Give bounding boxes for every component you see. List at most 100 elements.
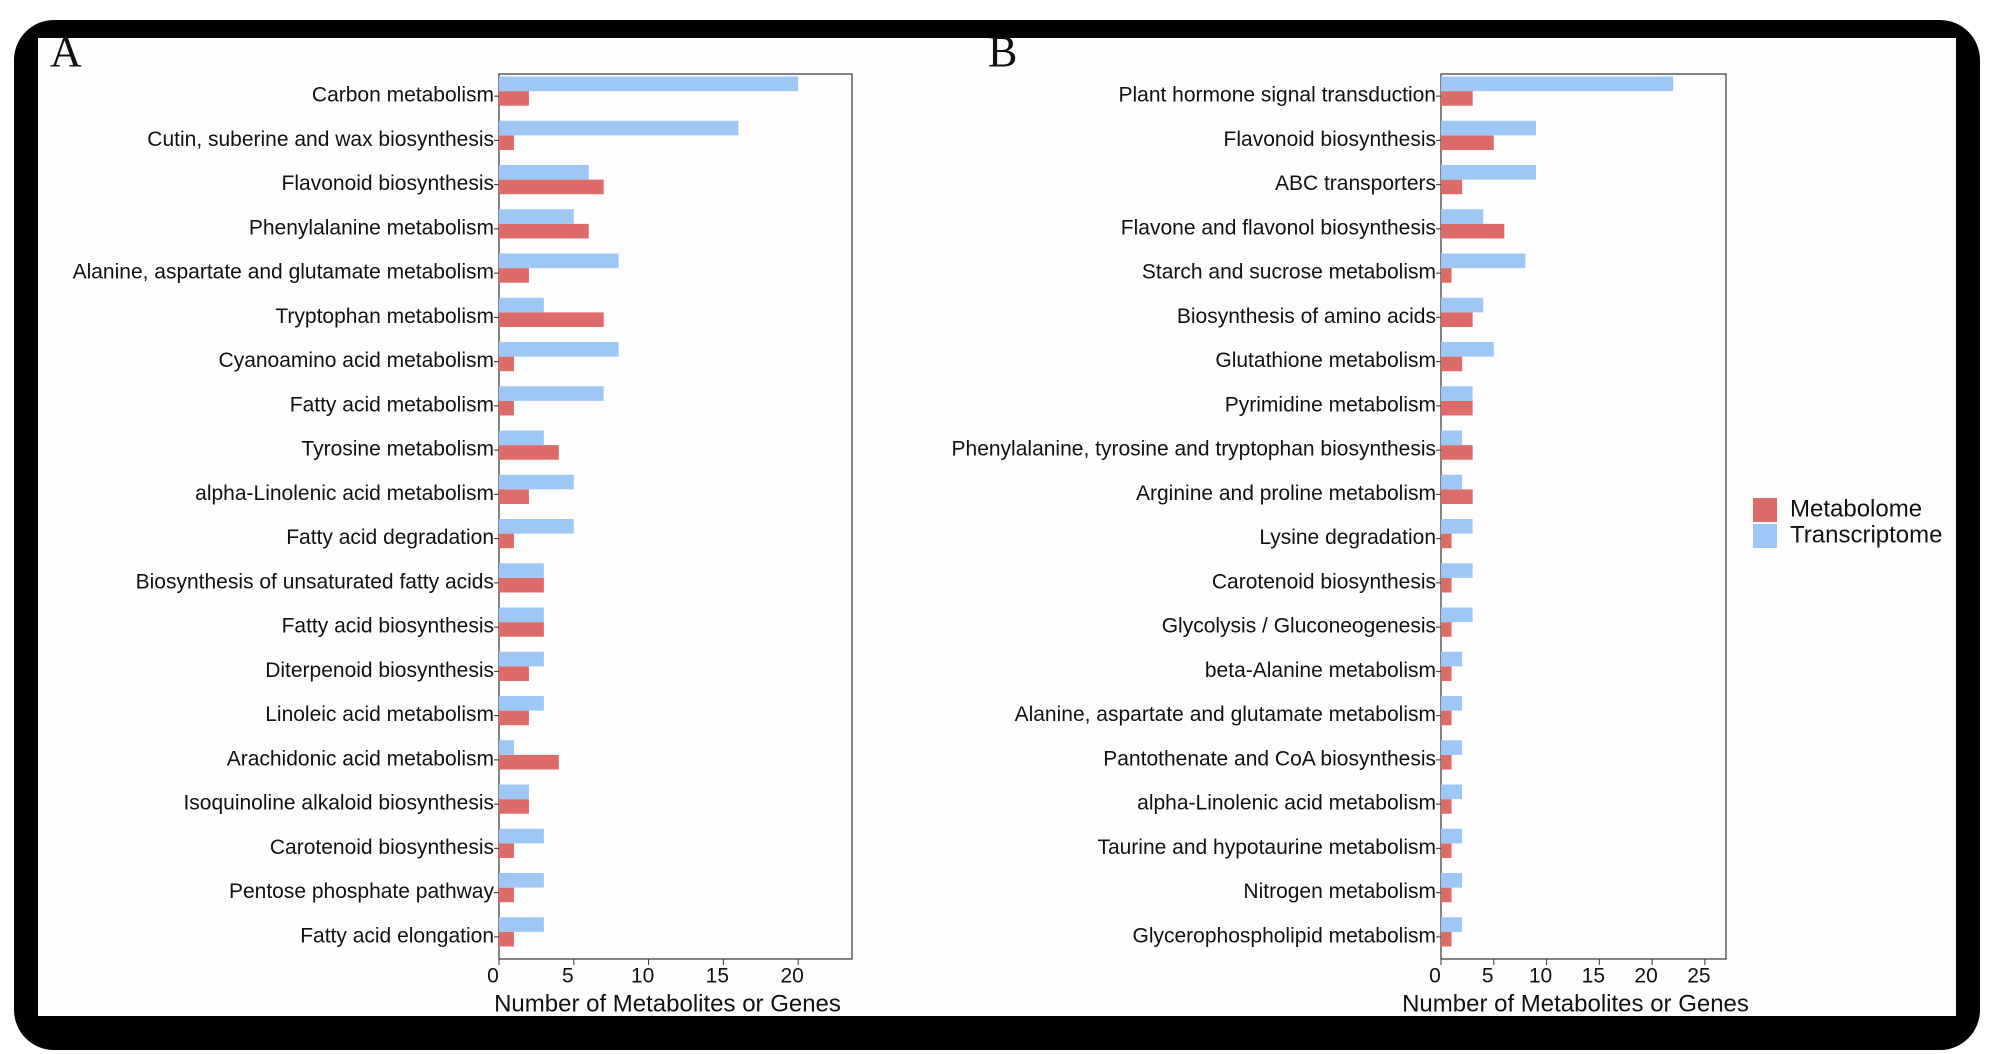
x-axis-title: Number of Metabolites or Genes	[494, 990, 841, 1017]
bar	[499, 931, 514, 947]
bar	[499, 799, 529, 814]
bar	[499, 430, 544, 446]
x-tick-label: 20	[780, 965, 803, 988]
bar	[1441, 209, 1484, 224]
y-tick-label: Fatty acid metabolism	[290, 393, 494, 416]
x-axis-title: Number of Metabolites or Genes	[1402, 990, 1749, 1017]
bar	[499, 519, 574, 534]
bar	[499, 887, 514, 903]
bar	[499, 754, 559, 770]
bar	[499, 873, 544, 888]
y-tick-label: Pentose phosphate pathway	[229, 880, 495, 903]
bar	[499, 165, 589, 180]
x-tick-label: 15	[1582, 965, 1605, 988]
bar	[1441, 312, 1473, 327]
bar	[1441, 91, 1473, 106]
bar	[1441, 784, 1463, 800]
bar	[499, 253, 619, 269]
y-tick-label: Phenylalanine metabolism	[249, 216, 494, 239]
y-tick-label: Flavonoid biosynthesis	[282, 172, 494, 195]
y-tick-label: Carotenoid biosynthesis	[270, 836, 494, 859]
y-tick-label: Alanine, aspartate and glutamate metabol…	[73, 261, 494, 284]
plot-border	[498, 73, 853, 960]
y-tick-label: Alanine, aspartate and glutamate metabol…	[1015, 703, 1436, 726]
x-tick-label: 5	[1482, 965, 1494, 988]
y-tick-label: Arachidonic acid metabolism	[227, 747, 494, 770]
x-tick-label: 20	[1634, 965, 1657, 988]
y-tick-label: Carotenoid biosynthesis	[1212, 570, 1436, 593]
bar	[499, 297, 544, 313]
y-tick-label: Flavonoid biosynthesis	[1224, 128, 1436, 151]
y-tick-label: Flavone and flavonol biosynthesis	[1121, 216, 1436, 239]
bar	[1441, 223, 1505, 239]
panel-label: A	[50, 27, 82, 76]
bar	[499, 474, 574, 490]
y-tick-label: Arginine and proline metabolism	[1136, 482, 1436, 505]
bar	[499, 91, 529, 106]
bar	[499, 179, 604, 195]
bar	[499, 784, 529, 800]
bar	[499, 209, 574, 224]
x-tick-label: 25	[1687, 965, 1710, 988]
y-tick-label: Diterpenoid biosynthesis	[265, 659, 494, 682]
bar	[499, 828, 544, 844]
x-tick-label: 0	[1429, 965, 1441, 988]
bar	[499, 917, 544, 932]
bar	[499, 563, 544, 578]
y-tick-label: alpha-Linolenic acid metabolism	[195, 482, 494, 505]
canvas	[38, 38, 1956, 1016]
bar	[1441, 931, 1452, 947]
bar	[1441, 622, 1452, 637]
y-tick-label: Glycolysis / Gluconeogenesis	[1162, 615, 1436, 638]
bar	[499, 223, 589, 239]
x-tick-label: 10	[631, 965, 654, 988]
bar	[1441, 917, 1463, 932]
bar	[499, 386, 604, 401]
bar	[1441, 165, 1536, 180]
bar	[499, 135, 514, 150]
legend-swatch	[1753, 524, 1777, 548]
bar	[1441, 135, 1494, 150]
bar	[1441, 356, 1463, 372]
bar	[499, 843, 514, 858]
bar	[499, 76, 799, 92]
y-tick-label: Isoquinoline alkaloid biosynthesis	[183, 792, 494, 815]
y-tick-label: Fatty acid biosynthesis	[282, 615, 494, 638]
y-tick-label: Lysine degradation	[1259, 526, 1436, 549]
bar	[1441, 400, 1473, 416]
y-tick-label: alpha-Linolenic acid metabolism	[1137, 792, 1436, 815]
bar	[499, 312, 604, 327]
legend-label: Transcriptome	[1790, 521, 1942, 548]
bar	[1441, 474, 1463, 490]
bar	[1441, 887, 1452, 903]
bar	[1441, 799, 1452, 814]
y-tick-label: Linoleic acid metabolism	[265, 703, 494, 726]
bar	[1441, 179, 1463, 195]
y-tick-label: Fatty acid elongation	[300, 924, 494, 947]
y-tick-label: Starch and sucrose metabolism	[1142, 261, 1436, 284]
bar	[499, 666, 529, 681]
y-tick-label: Glycerophospholipid metabolism	[1133, 924, 1437, 947]
bar	[1441, 386, 1473, 401]
bar	[499, 651, 544, 667]
bar	[1441, 268, 1452, 283]
x-tick-label: 15	[706, 965, 729, 988]
bar	[1441, 696, 1463, 711]
bar	[1441, 651, 1463, 667]
bar	[1441, 533, 1452, 549]
y-tick-label: Carbon metabolism	[312, 84, 494, 107]
y-tick-label: Pantothenate and CoA biosynthesis	[1103, 747, 1436, 770]
bar	[499, 400, 514, 416]
y-tick-label: Fatty acid degradation	[286, 526, 494, 549]
bar	[499, 740, 514, 755]
bar	[499, 533, 514, 549]
plot-border	[1440, 73, 1727, 960]
bar	[1441, 445, 1473, 460]
y-tick-label: Cutin, suberine and wax biosynthesis	[147, 128, 494, 151]
bar	[1441, 873, 1463, 888]
y-tick-label: Glutathione metabolism	[1215, 349, 1436, 372]
bar	[1441, 754, 1452, 770]
panel-label: B	[988, 27, 1017, 76]
bar	[1441, 76, 1674, 92]
